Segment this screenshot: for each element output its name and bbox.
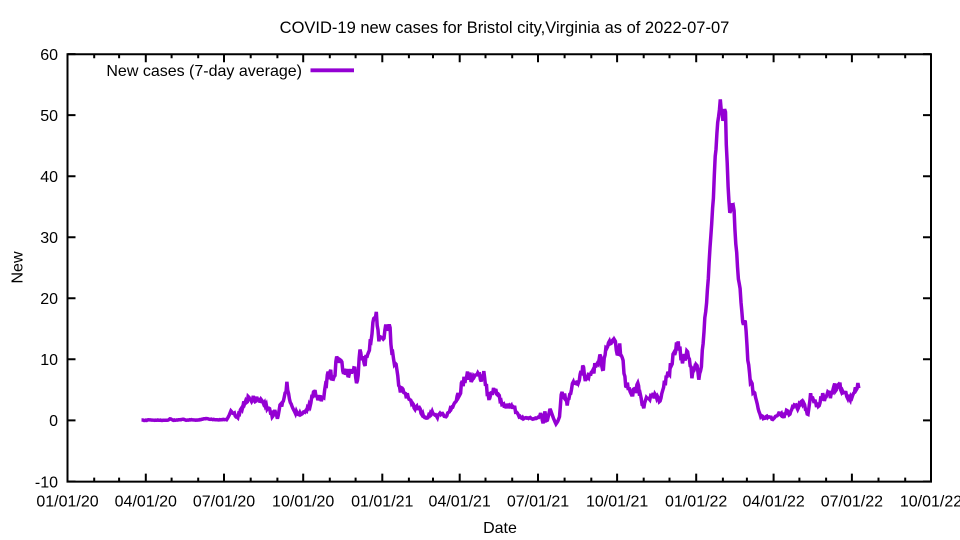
svg-text:07/01/21: 07/01/21: [507, 493, 569, 510]
svg-text:10/01/22: 10/01/22: [900, 493, 960, 510]
svg-text:40: 40: [40, 169, 58, 186]
svg-text:60: 60: [40, 47, 58, 64]
svg-text:New: New: [10, 251, 27, 283]
svg-text:07/01/20: 07/01/20: [193, 493, 255, 510]
svg-text:-10: -10: [35, 474, 58, 491]
svg-text:10/01/20: 10/01/20: [272, 493, 334, 510]
svg-text:Date: Date: [483, 520, 517, 537]
svg-text:04/01/21: 04/01/21: [429, 493, 491, 510]
svg-text:COVID-19 new cases for Bristol: COVID-19 new cases for Bristol city,Virg…: [280, 19, 730, 37]
svg-text:04/01/22: 04/01/22: [742, 493, 804, 510]
svg-text:10/01/21: 10/01/21: [586, 493, 648, 510]
svg-text:30: 30: [40, 230, 58, 247]
svg-text:20: 20: [40, 291, 58, 308]
svg-text:0: 0: [49, 413, 58, 430]
svg-text:01/01/22: 01/01/22: [665, 493, 727, 510]
svg-text:50: 50: [40, 108, 58, 125]
svg-text:01/01/21: 01/01/21: [351, 493, 413, 510]
svg-text:10: 10: [40, 352, 58, 369]
svg-text:01/01/20: 01/01/20: [36, 493, 98, 510]
svg-text:04/01/20: 04/01/20: [115, 493, 177, 510]
svg-text:New cases (7-day average): New cases (7-day average): [106, 63, 302, 80]
svg-text:07/01/22: 07/01/22: [821, 493, 883, 510]
